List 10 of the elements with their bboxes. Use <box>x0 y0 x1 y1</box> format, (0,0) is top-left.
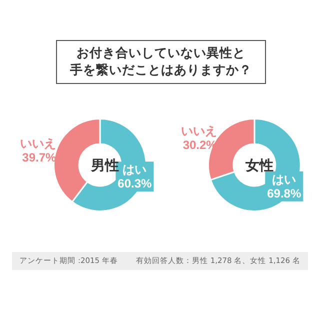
data-label: 60.3% <box>118 176 152 191</box>
slice-label: いいえ <box>180 124 217 138</box>
slice-label: いいえ <box>20 136 56 150</box>
text: 女性 <box>244 157 274 173</box>
data-label: 39.7% <box>22 150 57 164</box>
text: お付き合いしていない異性と <box>76 45 246 62</box>
data-label: 69.8% <box>267 186 302 200</box>
slice-label: はい <box>272 172 296 186</box>
slice-label: はい <box>122 162 147 177</box>
text: 手を繋いだことはありますか？ <box>69 62 253 79</box>
